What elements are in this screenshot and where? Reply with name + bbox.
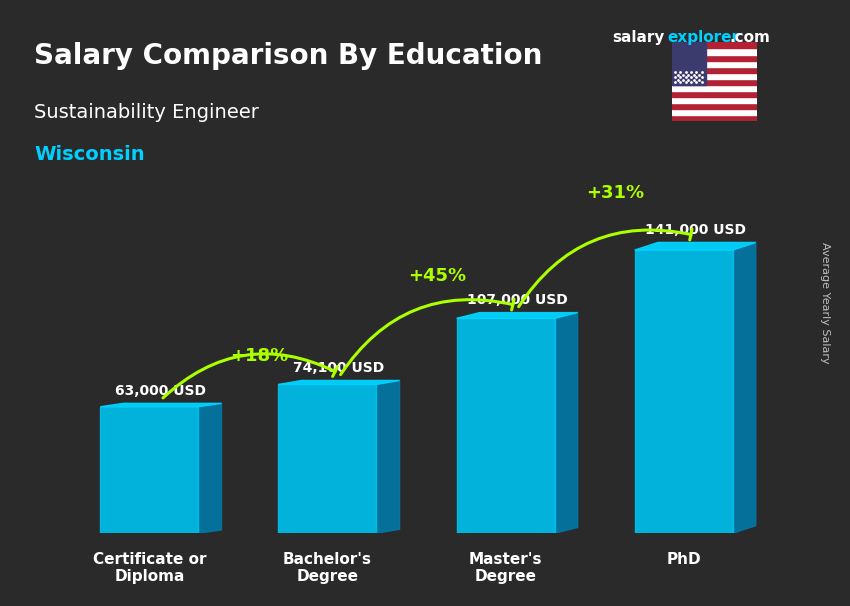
Text: salary: salary (612, 30, 665, 45)
Bar (456, 318, 554, 533)
Text: .com: .com (729, 30, 770, 45)
Text: 141,000 USD: 141,000 USD (644, 223, 745, 237)
Text: Wisconsin: Wisconsin (34, 145, 144, 164)
Bar (672, 67, 756, 73)
Bar (672, 42, 705, 85)
Polygon shape (554, 313, 578, 533)
Polygon shape (377, 381, 400, 533)
Text: 63,000 USD: 63,000 USD (116, 384, 207, 398)
Bar (672, 73, 756, 79)
Bar (672, 97, 756, 103)
Bar (672, 79, 756, 85)
Text: Average Yearly Salary: Average Yearly Salary (819, 242, 830, 364)
Bar (672, 91, 756, 97)
Bar (672, 42, 756, 48)
Polygon shape (456, 313, 578, 318)
Bar (672, 103, 756, 109)
Bar (672, 85, 756, 91)
Bar (635, 250, 733, 533)
Bar (279, 384, 377, 533)
Polygon shape (635, 242, 756, 250)
Polygon shape (198, 404, 222, 533)
Polygon shape (279, 381, 400, 384)
Polygon shape (100, 404, 222, 407)
Bar (672, 55, 756, 61)
Text: explorer: explorer (667, 30, 740, 45)
Text: +31%: +31% (586, 184, 644, 202)
Bar (672, 115, 756, 121)
Polygon shape (733, 242, 756, 533)
Text: +45%: +45% (408, 267, 466, 285)
Text: 107,000 USD: 107,000 USD (467, 293, 568, 307)
Bar (672, 61, 756, 67)
Text: Sustainability Engineer: Sustainability Engineer (34, 103, 259, 122)
Bar (100, 407, 198, 533)
Bar (672, 109, 756, 115)
Text: 74,100 USD: 74,100 USD (293, 361, 385, 375)
Bar (672, 48, 756, 55)
Text: Salary Comparison By Education: Salary Comparison By Education (34, 42, 542, 70)
Text: +18%: +18% (230, 347, 288, 365)
